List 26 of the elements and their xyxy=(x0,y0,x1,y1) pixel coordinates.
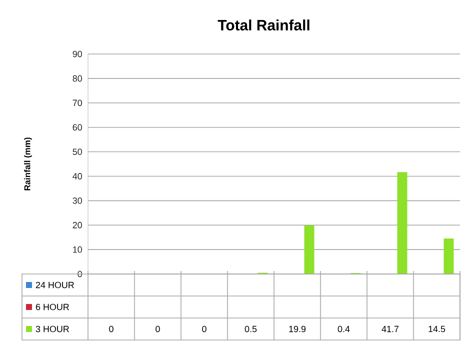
bar xyxy=(397,172,408,274)
data-label: 0.4 xyxy=(338,326,350,332)
legend-label: 6 HOUR xyxy=(36,304,69,310)
legend-label: 3 HOUR xyxy=(36,326,69,332)
y-tick-label: 80 xyxy=(72,75,82,82)
y-tick-label: 90 xyxy=(72,50,82,58)
y-tick-label: 10 xyxy=(73,246,82,253)
y-tick-label: 50 xyxy=(72,148,82,155)
data-label: 0 xyxy=(202,326,206,332)
y-tick-label: 60 xyxy=(72,124,82,131)
y-tick-label: 70 xyxy=(72,100,82,106)
bar xyxy=(304,225,314,274)
y-tick-label: 0 xyxy=(78,270,82,278)
legend-label: 24 HOUR xyxy=(36,282,74,288)
bar xyxy=(444,238,454,274)
data-label: 0 xyxy=(156,326,160,332)
chart-title: Total Rainfall xyxy=(218,20,310,30)
y-tick-label: 20 xyxy=(72,222,82,228)
y-tick-label: 30 xyxy=(72,197,82,204)
data-label: 41.7 xyxy=(382,326,399,332)
y-axis-title: Rainfall (mm) xyxy=(24,138,32,190)
data-label: 19.9 xyxy=(289,326,306,332)
data-label: 0 xyxy=(109,326,114,332)
y-tick-label: 40 xyxy=(72,173,82,180)
data-label: 14.5 xyxy=(428,326,446,332)
data-label: 0.5 xyxy=(244,326,257,332)
